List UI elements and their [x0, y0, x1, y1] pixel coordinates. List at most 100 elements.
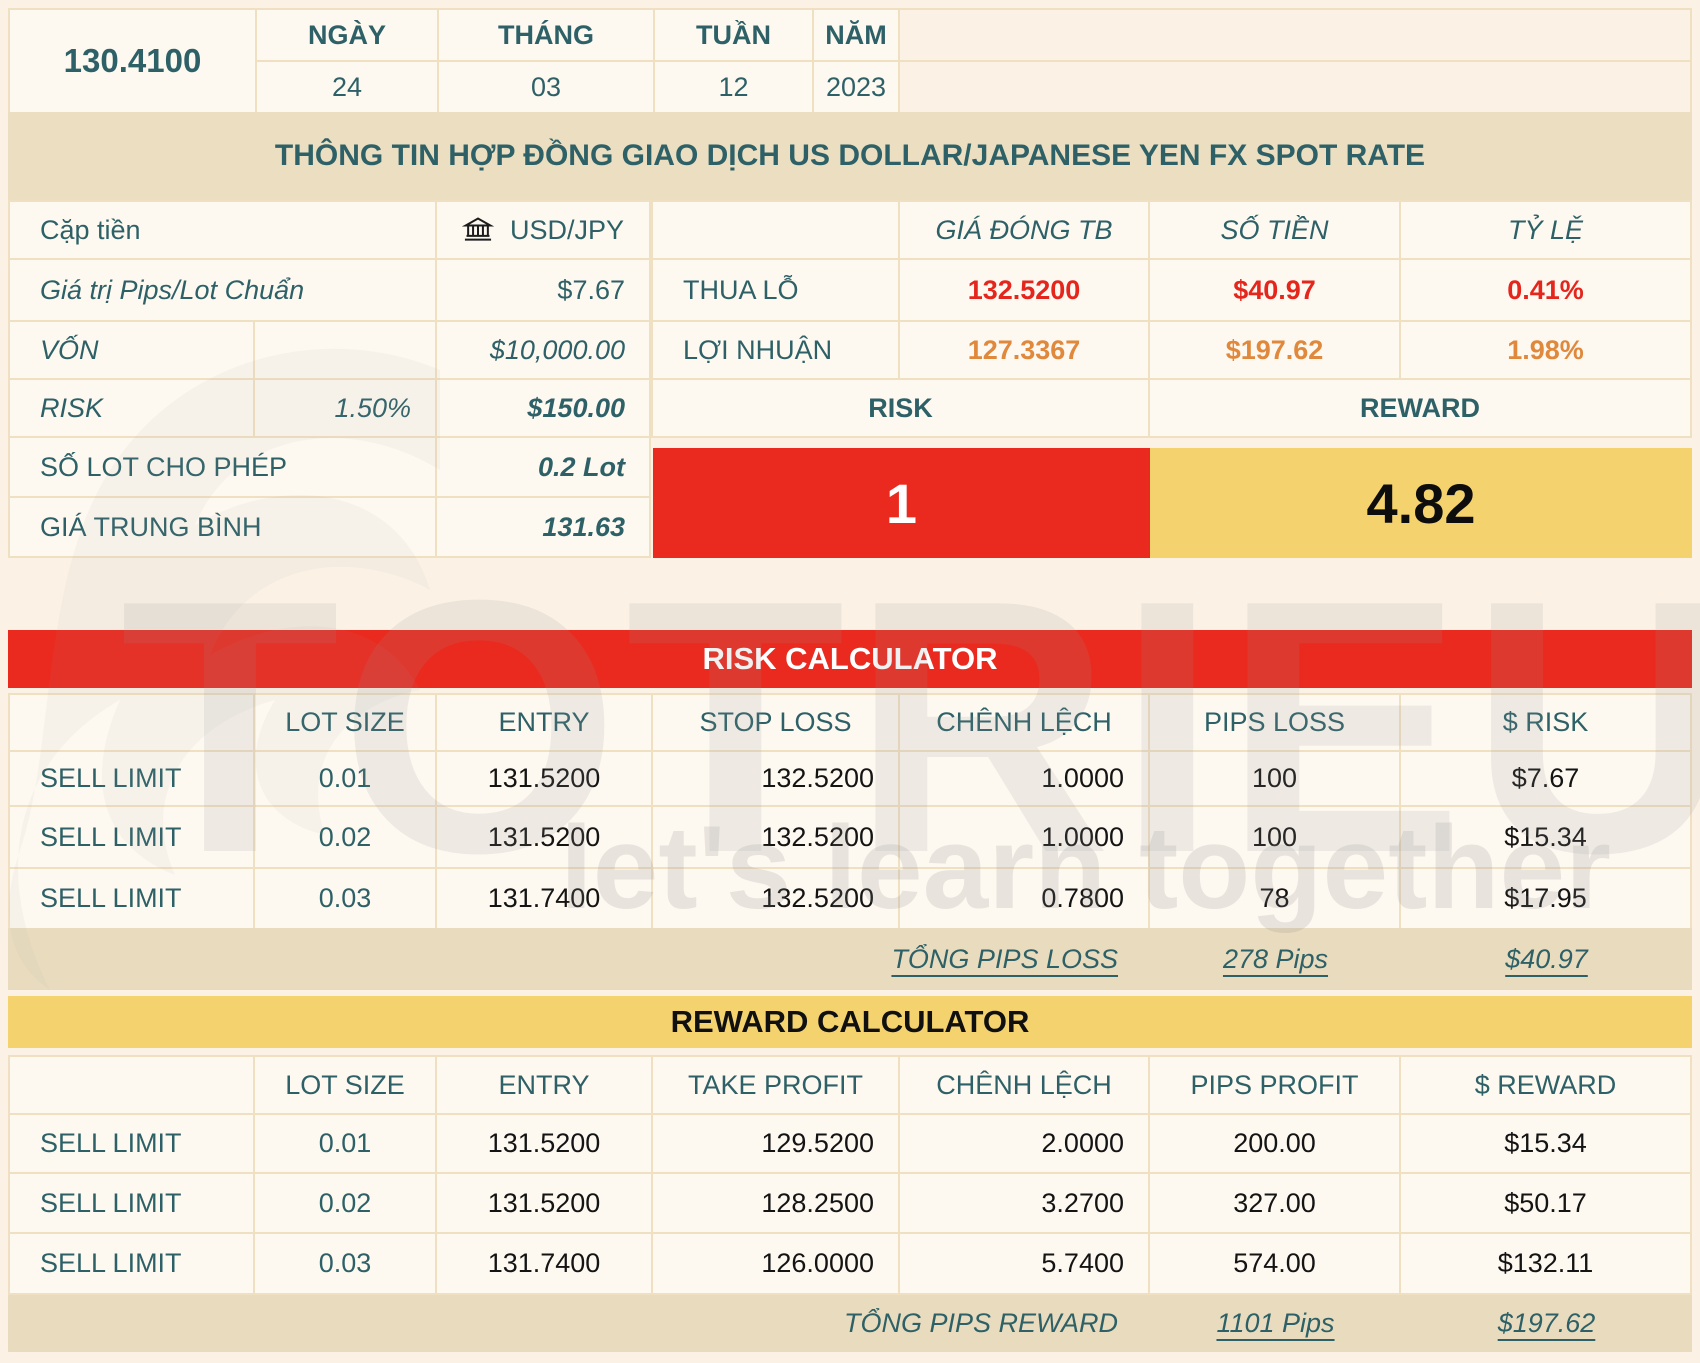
risk-col-entry: ENTRY — [437, 695, 653, 752]
loss-ratio: 0.41% — [1401, 260, 1692, 322]
reward-totals-row: TỔNG PIPS REWARD 1101 Pips $197.62 — [8, 1295, 1692, 1352]
entry-price: 131.7400 — [437, 1234, 653, 1295]
risk-ratio-label: RISK — [653, 380, 1150, 438]
spot-rate-value: 130.4100 — [10, 10, 257, 114]
order-type: SELL LIMIT — [10, 807, 255, 869]
risk-col-pips: PIPS LOSS — [1150, 695, 1401, 752]
pips-profit: 200.00 — [1150, 1115, 1401, 1174]
risk-totals-row: TỔNG PIPS LOSS 278 Pips $40.97 — [8, 928, 1692, 990]
reward-col-pips: PIPS PROFIT — [1150, 1057, 1401, 1115]
pips-loss: 100 — [1150, 807, 1401, 869]
reward-calculator-table: LOT SIZE ENTRY TAKE PROFIT CHÊNH LỆCH PI… — [8, 1055, 1692, 1295]
reward-ratio-box: 4.82 — [1150, 448, 1692, 558]
pips-profit: 574.00 — [1150, 1234, 1401, 1295]
empty-cell — [255, 322, 437, 380]
total-pips-reward-value: 1101 Pips — [1216, 1308, 1335, 1338]
header-amount: SỐ TIỀN — [1150, 202, 1401, 260]
price-diff: 5.7400 — [900, 1234, 1150, 1295]
order-type: SELL LIMIT — [10, 1174, 255, 1234]
reward-col-lot: LOT SIZE — [255, 1057, 437, 1115]
lot-size: 0.02 — [255, 1174, 437, 1234]
profit-label: LỢI NHUẬN — [653, 322, 900, 380]
total-risk-amount: $40.97 — [1505, 943, 1588, 974]
date-value-year: 2023 — [814, 62, 900, 114]
pips-profit: 327.00 — [1150, 1174, 1401, 1234]
spacer-cell — [900, 62, 1692, 114]
profit-amount: $197.62 — [1150, 322, 1401, 380]
total-pips-loss-value: 278 Pips — [1222, 943, 1329, 974]
reward-col-diff: CHÊNH LỆCH — [900, 1057, 1150, 1115]
total-pips-loss-label: TỔNG PIPS LOSS — [891, 943, 1118, 974]
lot-size: 0.03 — [255, 1234, 437, 1295]
dollar-risk: $17.95 — [1401, 869, 1692, 930]
price-diff: 3.2700 — [900, 1174, 1150, 1234]
profit-avg-close: 127.3367 — [900, 322, 1150, 380]
reward-col-amount: $ REWARD — [1401, 1057, 1692, 1115]
risk-ratio-box: 1 — [653, 448, 1150, 558]
entry-price: 131.5200 — [437, 807, 653, 869]
entry-price: 131.5200 — [437, 1115, 653, 1174]
order-type: SELL LIMIT — [10, 1115, 255, 1174]
empty-cell — [10, 695, 255, 752]
dollar-reward: $15.34 — [1401, 1115, 1692, 1174]
loss-amount: $40.97 — [1150, 260, 1401, 322]
dollar-reward: $50.17 — [1401, 1174, 1692, 1234]
pair-label: Cặp tiền — [10, 202, 437, 260]
reward-col-tp: TAKE PROFIT — [653, 1057, 900, 1115]
date-header-month: THÁNG — [439, 10, 655, 62]
reward-ratio-label: REWARD — [1150, 380, 1692, 438]
empty-cell — [10, 1057, 255, 1115]
date-value-day: 24 — [257, 62, 439, 114]
price-diff: 1.0000 — [900, 807, 1150, 869]
price-diff: 0.7800 — [900, 869, 1150, 930]
risk-amount: $150.00 — [437, 380, 651, 438]
date-header-year: NĂM — [814, 10, 900, 62]
stop-loss-price: 132.5200 — [653, 807, 900, 869]
order-type: SELL LIMIT — [10, 869, 255, 930]
avg-price-value: 131.63 — [437, 498, 651, 558]
stop-loss-price: 132.5200 — [653, 752, 900, 807]
capital-label: VỐN — [10, 322, 255, 380]
price-diff: 1.0000 — [900, 752, 1150, 807]
entry-price: 131.7400 — [437, 869, 653, 930]
entry-price: 131.5200 — [437, 1174, 653, 1234]
lot-size: 0.01 — [255, 752, 437, 807]
order-type: SELL LIMIT — [10, 752, 255, 807]
date-header-day: NGÀY — [257, 10, 439, 62]
risk-calculator-table: LOT SIZE ENTRY STOP LOSS CHÊNH LỆCH PIPS… — [8, 693, 1692, 930]
entry-price: 131.5200 — [437, 752, 653, 807]
lot-size: 0.02 — [255, 807, 437, 869]
pair-value-cell: USD/JPY — [437, 202, 651, 260]
pip-value: $7.67 — [437, 260, 651, 322]
take-profit-price: 126.0000 — [653, 1234, 900, 1295]
capital-value: $10,000.00 — [437, 322, 651, 380]
spacer-cell — [900, 10, 1692, 62]
dollar-risk: $15.34 — [1401, 807, 1692, 869]
header-avg-close: GIÁ ĐÓNG TB — [900, 202, 1150, 260]
pips-loss: 100 — [1150, 752, 1401, 807]
risk-percent: 1.50% — [255, 380, 437, 438]
risk-label: RISK — [10, 380, 255, 438]
date-value-month: 03 — [439, 62, 655, 114]
bank-icon — [461, 214, 494, 246]
header-ratio: TỶ LỆ — [1401, 202, 1692, 260]
take-profit-price: 129.5200 — [653, 1115, 900, 1174]
date-value-week: 12 — [655, 62, 814, 114]
lot-size: 0.03 — [255, 869, 437, 930]
dollar-risk: $7.67 — [1401, 752, 1692, 807]
lot-size: 0.01 — [255, 1115, 437, 1174]
date-header-week: TUẦN — [655, 10, 814, 62]
risk-col-diff: CHÊNH LỆCH — [900, 695, 1150, 752]
price-diff: 2.0000 — [900, 1115, 1150, 1174]
lot-allowed-label: SỐ LOT CHO PHÉP — [10, 438, 437, 498]
loss-avg-close: 132.5200 — [900, 260, 1150, 322]
reward-col-entry: ENTRY — [437, 1057, 653, 1115]
empty-cell — [653, 202, 900, 260]
order-type: SELL LIMIT — [10, 1234, 255, 1295]
risk-col-amount: $ RISK — [1401, 695, 1692, 752]
dollar-reward: $132.11 — [1401, 1234, 1692, 1295]
pip-value-label: Giá trị Pips/Lot Chuẩn — [10, 260, 437, 322]
reward-calculator-title: REWARD CALCULATOR — [8, 996, 1692, 1048]
total-reward-amount: $197.62 — [1497, 1308, 1596, 1338]
